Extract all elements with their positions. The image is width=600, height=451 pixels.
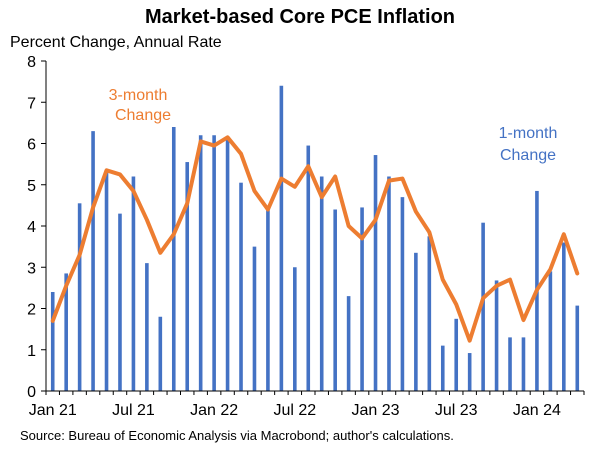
x-tick-label: Jul 21	[112, 402, 155, 419]
bar-10	[185, 162, 190, 391]
bar-26	[400, 197, 405, 392]
bar-32	[481, 222, 485, 391]
bar-33	[494, 280, 499, 391]
chart-title: Market-based Core PCE Inflation	[144, 6, 456, 28]
x-tick-label: Jul 23	[435, 402, 478, 419]
bar-16	[266, 209, 270, 391]
bar-31	[467, 353, 472, 391]
y-axis-ticks: 0 1 2 3 4 5 6 7 8	[27, 54, 46, 401]
y-tick-label: 5	[27, 178, 36, 195]
bar-37	[548, 271, 553, 392]
bar-17	[279, 85, 284, 391]
bar-23	[360, 207, 364, 391]
source-note: Source: Bureau of Economic Analysis via …	[20, 428, 454, 443]
line-3-month-change	[50, 135, 580, 343]
bar-12	[212, 135, 216, 391]
bar-20	[319, 176, 324, 391]
x-tick-label: Jan 21	[29, 402, 77, 419]
y-tick-label: 2	[27, 302, 36, 319]
chart-subtitle: Percent Change, Annual Rate	[10, 34, 222, 51]
y-tick-label: 7	[27, 95, 36, 112]
x-axis-ticks: Jan 21 Jul 21 Jan 22 Jul 22 Jan 23 Jul 23 Jan …	[29, 391, 585, 419]
bar-34	[508, 337, 512, 392]
bar-1	[64, 273, 68, 391]
bar-8	[158, 316, 163, 391]
y-tick-label: 6	[27, 137, 36, 154]
bar-14	[239, 182, 243, 391]
bar-30	[454, 318, 459, 391]
bar-22	[346, 296, 351, 392]
bar-21	[333, 209, 337, 391]
bar-15	[252, 246, 257, 392]
y-tick-label: 1	[27, 343, 36, 360]
x-tick-label: Jan 22	[190, 402, 238, 419]
bar-3	[91, 131, 95, 392]
bar-9	[171, 127, 176, 391]
x-tick-label: Jul 22	[273, 402, 316, 419]
bar-24	[373, 155, 378, 391]
bar-35	[521, 337, 526, 392]
annotation-1-month-line2: Change	[500, 147, 556, 164]
bar-25	[387, 176, 391, 391]
bar-29	[440, 345, 445, 392]
bar-38	[562, 242, 566, 391]
bar-19	[306, 145, 311, 391]
bar-7	[145, 263, 149, 392]
bar-2	[77, 203, 82, 391]
y-tick-label: 0	[27, 384, 36, 401]
bar-6	[131, 176, 136, 391]
bar-11	[198, 135, 203, 391]
annotation-3-month-line1: 3-month	[109, 87, 168, 104]
y-tick-label: 3	[27, 260, 36, 277]
x-tick-label: Jan 23	[351, 402, 399, 419]
bar-13	[225, 139, 230, 391]
annotation-3-month-line2: Change	[115, 107, 171, 124]
bar-39	[575, 305, 580, 391]
bar-5	[118, 213, 122, 392]
bar-18	[293, 267, 297, 391]
y-tick-label: 8	[27, 54, 36, 71]
bar-28	[427, 236, 432, 391]
y-tick-label: 4	[27, 219, 36, 236]
x-tick-label: Jan 24	[513, 402, 561, 419]
line-series-3-month	[50, 135, 580, 343]
bar-4	[104, 172, 109, 392]
bar-27	[414, 252, 418, 391]
annotation-1-month-line1: 1-month	[499, 125, 558, 142]
bar-series-1-month	[50, 85, 580, 392]
bar-0	[50, 292, 55, 391]
